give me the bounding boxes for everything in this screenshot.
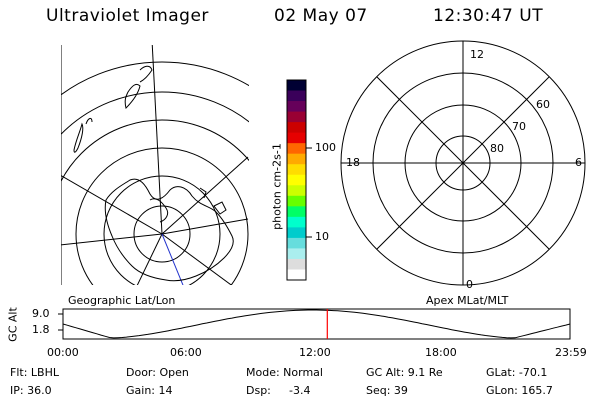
colorbar-tick-10: 10: [315, 230, 329, 243]
geographic-panel-label: Geographic Lat/Lon: [68, 294, 176, 307]
mlat-label-60: 60: [536, 98, 550, 111]
lat-circle: [61, 119, 249, 183]
info-gc-alt: GC Alt: 9.1 Re: [366, 366, 443, 379]
polar-spoke: [376, 76, 550, 250]
antarctica-coastline: [104, 178, 234, 282]
colorbar-band: [287, 132, 306, 144]
lon-line: [161, 218, 249, 235]
lat-circle: [133, 205, 191, 263]
lat-circle: [75, 147, 249, 285]
mlt-label-6: 6: [575, 156, 582, 169]
altitude-frame: [62, 308, 571, 340]
altitude-curve: [62, 309, 571, 339]
altitude-ytick-low: 1.8: [32, 323, 50, 336]
colorbar-band: [287, 153, 306, 165]
colorbar-band: [287, 269, 306, 281]
mlt-label-18: 18: [346, 156, 360, 169]
lat-circle: [61, 61, 249, 96]
x-tick-1200: 12:00: [299, 346, 331, 359]
lon-line: [136, 233, 163, 285]
lat-circle: [61, 91, 249, 135]
info-seq: Seq: 39: [366, 384, 408, 397]
lat-circle: [103, 175, 221, 285]
colorbar-band: [287, 237, 306, 249]
lon-line: [61, 233, 163, 246]
colorbar-band: [287, 185, 306, 197]
colorbar-band: [287, 90, 306, 102]
island: [213, 201, 227, 215]
instrument-title: Ultraviolet Imager: [46, 6, 209, 26]
colorbar-band: [287, 216, 306, 228]
x-tick-0000: 00:00: [47, 346, 79, 359]
info-ip: IP: 36.0: [10, 384, 52, 397]
polar-plot: [340, 40, 586, 286]
time-label: 12:30:47 UT: [433, 6, 544, 26]
altitude-ytick-high: 9.0: [32, 307, 50, 320]
lon-line: [151, 45, 163, 235]
colorbar-band: [287, 122, 306, 134]
new-zealand-coast: [124, 83, 141, 109]
lon-line: [61, 175, 163, 235]
colorbar-unit-label: photon cm-2s-1: [270, 143, 284, 230]
magnetic-panel-label: Apex MLat/MLT: [426, 294, 509, 307]
colorbar-band: [287, 143, 306, 155]
altitude-plot: [58, 308, 571, 340]
info-glat: GLat: -70.1: [486, 366, 548, 379]
tasmania-coast: [85, 117, 93, 125]
colorbar-frame: [286, 79, 307, 281]
info-dsp-label: Dsp:: [246, 384, 271, 397]
info-dsp-value: -3.4: [289, 384, 311, 397]
mlat-label-70: 70: [512, 120, 526, 133]
colorbar-band: [287, 111, 306, 123]
new-zealand-coast: [139, 65, 153, 83]
colorbar-band: [287, 206, 306, 218]
colorbar-band: [287, 80, 306, 92]
x-tick-0600: 06:00: [170, 346, 202, 359]
mlat-label-80: 80: [490, 142, 504, 155]
island: [199, 187, 207, 199]
geographic-map: [61, 45, 249, 285]
colorbar-band: [287, 248, 306, 260]
info-filter: Flt: LBHL: [10, 366, 59, 379]
colorbar: [286, 79, 312, 281]
colorbar-band: [287, 101, 306, 113]
x-tick-1800: 18:00: [425, 346, 457, 359]
colorbar-tick-100: 100: [315, 141, 336, 154]
mlt-label-0: 0: [466, 278, 473, 291]
mlt-label-12: 12: [470, 48, 484, 61]
colorbar-band: [287, 258, 306, 270]
ice-shelf: [149, 198, 169, 223]
date-label: 02 May 07: [274, 6, 368, 26]
info-door: Door: Open: [126, 366, 189, 379]
lon-line: [161, 233, 233, 285]
info-mode: Mode: Normal: [246, 366, 323, 379]
info-gain: Gain: 14: [126, 384, 173, 397]
info-glon: GLon: 165.7: [486, 384, 553, 397]
altitude-ylabel: GC Alt: [6, 307, 20, 342]
colorbar-band: [287, 174, 306, 186]
x-tick-2359: 23:59: [555, 346, 587, 359]
australia-coast: [73, 122, 84, 153]
colorbar-band: [287, 227, 306, 239]
colorbar-band: [287, 164, 306, 176]
colorbar-band: [287, 195, 306, 207]
